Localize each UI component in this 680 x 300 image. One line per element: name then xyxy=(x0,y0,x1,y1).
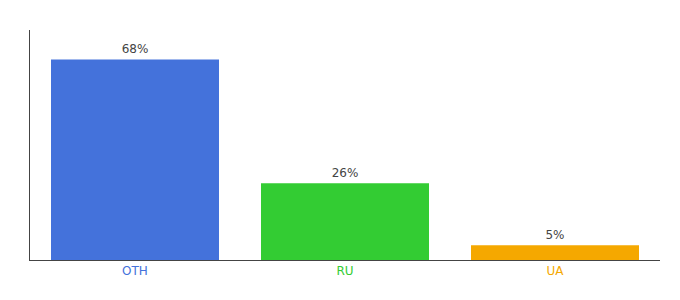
svg-text:UA: UA xyxy=(547,264,565,278)
svg-text:5%: 5% xyxy=(545,228,564,242)
svg-text:OTH: OTH xyxy=(122,264,148,278)
svg-text:26%: 26% xyxy=(332,166,359,180)
svg-text:RU: RU xyxy=(336,264,353,278)
svg-text:68%: 68% xyxy=(122,42,149,56)
